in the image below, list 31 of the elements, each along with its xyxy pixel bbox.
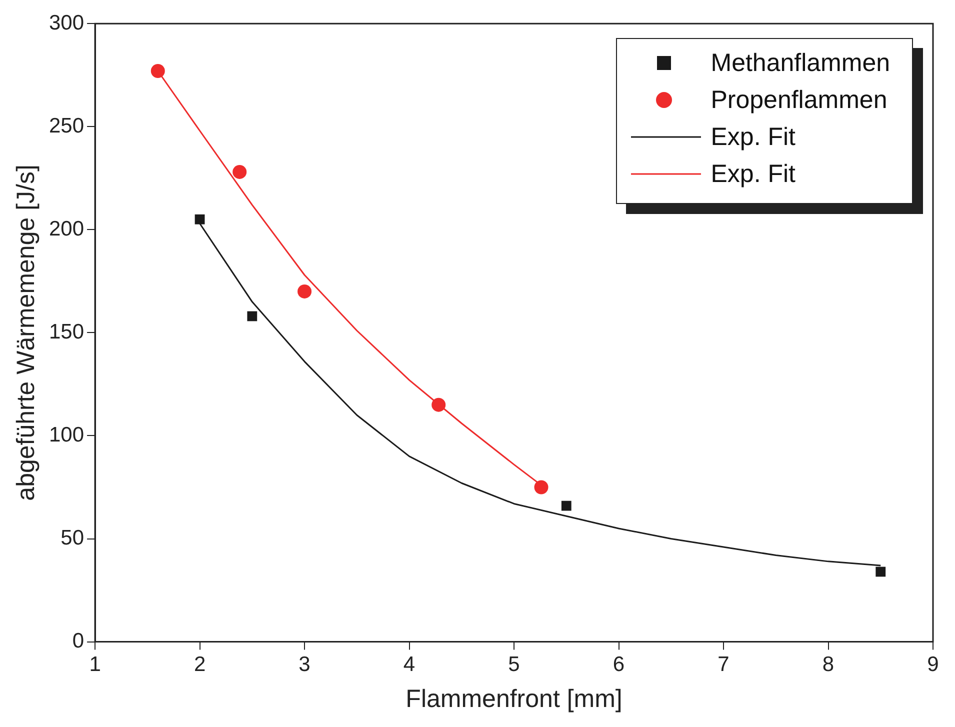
- point: [876, 566, 886, 577]
- legend-label: Exp. Fit: [710, 158, 796, 190]
- x-tick-label: 9: [927, 653, 939, 676]
- x-tick-label: 5: [508, 653, 520, 676]
- point: [561, 500, 572, 511]
- legend-label: Methanflammen: [710, 48, 890, 79]
- y-tick-label: 150: [48, 320, 84, 344]
- x-tick-label: 3: [298, 653, 310, 676]
- point: [150, 64, 165, 78]
- x-tick-label: 2: [194, 653, 206, 676]
- legend-label: Exp. Fit: [710, 122, 796, 153]
- point: [194, 214, 205, 224]
- y-tick-label: 200: [48, 217, 84, 240]
- x-tick-label: 4: [403, 653, 416, 676]
- y-tick-label: 0: [72, 630, 84, 653]
- x-tick-label: 7: [718, 653, 730, 676]
- point: [432, 398, 446, 412]
- x-axis-title: Flammenfront [mm]: [406, 684, 622, 713]
- y-tick-label: 250: [48, 114, 84, 138]
- y-tick-label: 100: [48, 424, 84, 447]
- point: [534, 480, 548, 494]
- legend-label: Propenflammen: [710, 84, 888, 116]
- x-tick-label: 6: [612, 653, 625, 676]
- point: [298, 284, 312, 298]
- x-tick-label: 8: [822, 653, 834, 676]
- y-tick-label: 300: [48, 11, 84, 34]
- y-tick-label: 50: [60, 526, 84, 550]
- point: [232, 164, 247, 179]
- point: [247, 311, 258, 322]
- y-axis-title: abgeführte Wärmemenge [J/s]: [12, 164, 40, 501]
- x-tick-label: 1: [89, 653, 101, 676]
